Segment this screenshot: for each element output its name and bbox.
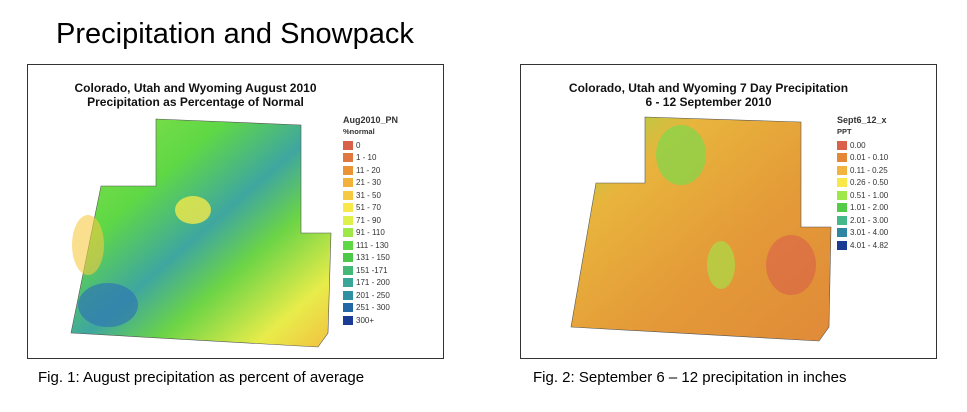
legend-swatch (343, 290, 353, 300)
legend-swatch (343, 278, 353, 288)
legend-label: 151 -171 (356, 265, 388, 275)
legend-item: 0.00 (837, 139, 888, 152)
legend-swatch (343, 140, 353, 150)
legend-label: 0.26 - 0.50 (850, 178, 889, 188)
legend-label: 300+ (356, 315, 375, 325)
legend-item: 21 - 30 (343, 177, 398, 190)
legend-label: 51 - 70 (356, 203, 381, 213)
figure-1-caption: Fig. 1: August precipitation as percent … (38, 369, 365, 386)
legend-label: 171 - 200 (356, 278, 390, 288)
legend-swatch (343, 315, 353, 325)
legend-swatch (837, 153, 847, 163)
legend-item: 131 - 150 (343, 252, 398, 265)
map-title: Colorado, Utah and Wyoming August 2010 Pr… (74, 81, 317, 109)
legend-item: 171 - 200 (343, 277, 398, 290)
legend-item: 0.01 - 0.10 (837, 152, 888, 165)
legend-swatch (343, 203, 353, 213)
legend-item: 111 - 130 (343, 239, 398, 252)
legend-swatch (837, 165, 847, 175)
legend-label: 0.00 (850, 140, 866, 150)
legend-swatch (837, 190, 847, 200)
legend-item: 0 (343, 139, 398, 152)
map-legend: Sept6_12_x PPT 0.00 0.01 - 0.10 0.11 - 0.2… (837, 115, 889, 252)
legend-swatch (343, 253, 353, 263)
legend-swatch (343, 190, 353, 200)
legend-label: 91 - 110 (356, 228, 385, 238)
legend-swatch (343, 303, 353, 313)
legend-swatch (343, 240, 353, 250)
legend-label: 251 - 300 (356, 303, 390, 313)
legend-label: 0 (356, 140, 361, 150)
legend-item: 71 - 90 (343, 214, 398, 227)
legend-swatch (837, 228, 847, 238)
legend-item: 1.01 - 2.00 (837, 202, 888, 215)
figure-2-map-panel: Colorado, Utah and Wyoming 7 Day Precipi… (520, 64, 937, 359)
legend-item: 3.01 - 4.00 (837, 227, 888, 240)
legend-label: 2.01 - 3.00 (850, 215, 889, 225)
legend-swatch (343, 215, 353, 225)
legend-swatch (837, 240, 847, 250)
legend-item: 0.11 - 0.25 (837, 164, 888, 177)
legend-item: 0.26 - 0.50 (837, 177, 888, 190)
figure-2-caption: Fig. 2: September 6 – 12 precipitation i… (533, 369, 847, 386)
precipitation-inches-map (570, 116, 832, 342)
legend-swatch (343, 228, 353, 238)
legend-swatch (837, 140, 847, 150)
legend-item: 11 - 20 (343, 164, 398, 177)
legend-item: 201 - 250 (343, 289, 398, 302)
legend-swatch (343, 153, 353, 163)
legend-item: 0.51 - 1.00 (837, 189, 888, 202)
legend-label: 31 - 50 (356, 190, 381, 200)
legend-label: 131 - 150 (356, 253, 390, 263)
legend-label: 1 - 10 (356, 153, 377, 163)
legend-item: 300+ (343, 314, 398, 327)
legend-label: 0.01 - 0.10 (850, 153, 889, 163)
legend-label: 201 - 250 (356, 290, 390, 300)
legend-swatch (343, 165, 353, 175)
legend-label: 0.11 - 0.25 (850, 165, 888, 175)
legend-label: 71 - 90 (356, 215, 381, 225)
legend-item: 2.01 - 3.00 (837, 214, 888, 227)
legend-label: 111 - 130 (356, 240, 389, 250)
legend-item: 151 -171 (343, 264, 398, 277)
legend-item: 4.01 - 4.82 (837, 239, 888, 252)
legend-swatch (837, 178, 847, 188)
legend-label: 1.01 - 2.00 (850, 203, 889, 213)
legend-label: 11 - 20 (356, 165, 381, 175)
legend-item: 251 - 300 (343, 302, 398, 315)
legend-item: 31 - 50 (343, 189, 398, 202)
legend-label: 0.51 - 1.00 (850, 190, 889, 200)
legend-label: 21 - 30 (356, 178, 381, 188)
legend-swatch (343, 178, 353, 188)
precipitation-percent-map (70, 118, 332, 348)
legend-item: 91 - 110 (343, 227, 398, 240)
legend-swatch (837, 203, 847, 213)
legend-swatch (343, 265, 353, 275)
page-title: Precipitation and Snowpack (56, 18, 414, 50)
legend-item: 1 - 10 (343, 152, 398, 165)
legend-swatch (837, 215, 847, 225)
legend-label: 3.01 - 4.00 (850, 228, 889, 238)
legend-label: 4.01 - 4.82 (850, 240, 889, 250)
map-title: Colorado, Utah and Wyoming 7 Day Precipi… (568, 81, 849, 109)
figure-1-map-panel: Colorado, Utah and Wyoming August 2010 Pr… (27, 64, 444, 359)
legend-item: 51 - 70 (343, 202, 398, 215)
